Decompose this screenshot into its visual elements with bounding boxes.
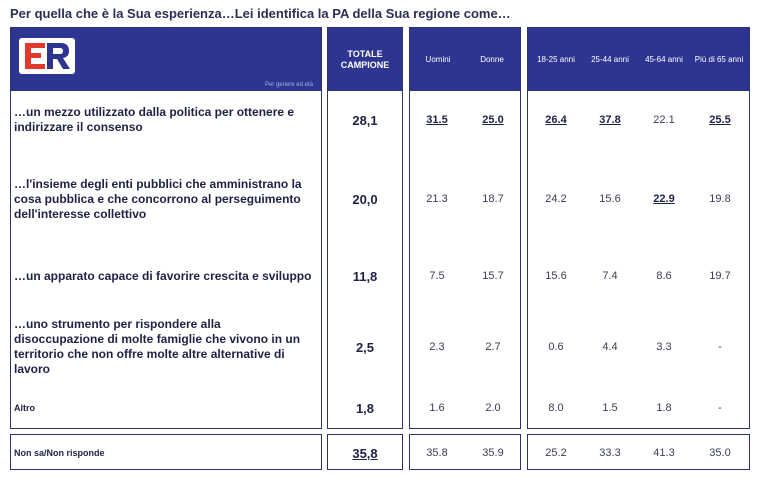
table-cell: 1.6 xyxy=(429,402,445,414)
total-column xyxy=(327,27,403,429)
table-cell: 0.6 xyxy=(548,341,564,353)
table-cell: 19.8 xyxy=(709,193,731,205)
table-cell: 2.0 xyxy=(485,402,501,414)
table-cell: 35,8 xyxy=(352,445,378,461)
table-cell: 22.1 xyxy=(653,114,675,126)
table-cell: 1.5 xyxy=(602,402,618,414)
table-cell: 2.7 xyxy=(485,341,501,353)
header-age-65plus: Più di 65 anni xyxy=(694,54,744,64)
table-cell: 2.3 xyxy=(429,341,445,353)
row-label: …l'insieme degli enti pubblici che ammin… xyxy=(14,176,302,221)
table-cell: 7.4 xyxy=(602,270,618,282)
row-label: Non sa/Non risponde xyxy=(14,447,105,458)
table-cell: 25.0 xyxy=(482,114,504,126)
table-cell: 8.6 xyxy=(656,270,672,282)
table-cell: 15.7 xyxy=(482,270,504,282)
table-cell: 20,0 xyxy=(352,191,378,207)
table-cell: 22.9 xyxy=(653,193,675,205)
header-age-25-44: 25-44 anni xyxy=(591,54,629,64)
table-cell: 7.5 xyxy=(429,270,445,282)
header-age-18-25: 18-25 anni xyxy=(537,54,575,64)
row-label: …uno strumento per rispondere alla disoc… xyxy=(14,317,301,376)
gender-columns-header: Uomini Donne xyxy=(410,28,520,91)
er-logo xyxy=(19,38,75,74)
table-cell: 11,8 xyxy=(352,268,378,284)
table-cell: 15.6 xyxy=(599,193,621,205)
row-label: …un mezzo utilizzato dalla politica per … xyxy=(14,105,295,134)
nonsa-gender-cell xyxy=(409,434,521,470)
nonsa-age-cell xyxy=(527,434,750,470)
age-columns xyxy=(527,27,750,429)
table-cell: 1.8 xyxy=(656,402,672,414)
table-cell: 41.3 xyxy=(653,447,675,459)
table-cell: 35.0 xyxy=(709,447,731,459)
nonsa-total-cell xyxy=(327,434,403,470)
table-cell: - xyxy=(718,341,722,353)
gender-columns xyxy=(409,27,521,429)
table-cell: 35.8 xyxy=(426,447,448,459)
table-cell: 3.3 xyxy=(656,341,672,353)
total-column-header: TOTALE CAMPIONE xyxy=(328,28,402,91)
table-cell: 31.5 xyxy=(426,114,448,126)
table-cell: 19.7 xyxy=(709,270,731,282)
table-cell: 33.3 xyxy=(599,447,621,459)
table-cell: 4.4 xyxy=(602,341,618,353)
table-cell: 1,8 xyxy=(355,400,375,416)
page-title: Per quella che è la Sua esperienza…Lei i… xyxy=(10,6,511,21)
table-cell: 25.2 xyxy=(545,447,567,459)
header-age-45-64: 45-64 anni xyxy=(645,54,683,64)
age-columns-header: 18-25 anni 25-44 anni 45-64 anni Più di … xyxy=(528,28,749,91)
table-cell: 35.9 xyxy=(482,447,504,459)
header-uomini: Uomini xyxy=(425,54,451,64)
table-cell: 24.2 xyxy=(545,193,567,205)
table-cell: 8.0 xyxy=(548,402,564,414)
row-label: …un apparato capace di favorire crescita… xyxy=(14,268,312,283)
table-cell: 26.4 xyxy=(545,114,567,126)
table-cell: 18.7 xyxy=(482,193,504,205)
header-total: TOTALE CAMPIONE xyxy=(340,48,390,70)
table-cell: 21.3 xyxy=(426,193,448,205)
nonsa-label-cell xyxy=(10,434,322,470)
table-cell: 37.8 xyxy=(599,114,621,126)
label-column xyxy=(10,27,322,429)
table-cell: - xyxy=(718,402,722,414)
row-label: Altro xyxy=(14,402,35,413)
header-donne: Donne xyxy=(480,54,504,64)
table-cell: 15.6 xyxy=(545,270,567,282)
table-cell: 28,1 xyxy=(352,112,378,128)
table-cell: 25.5 xyxy=(709,114,731,126)
label-column-header: Per genere ed età xyxy=(11,28,321,91)
logo-subtitle: Per genere ed età xyxy=(264,82,313,88)
table-cell: 2,5 xyxy=(355,339,375,355)
